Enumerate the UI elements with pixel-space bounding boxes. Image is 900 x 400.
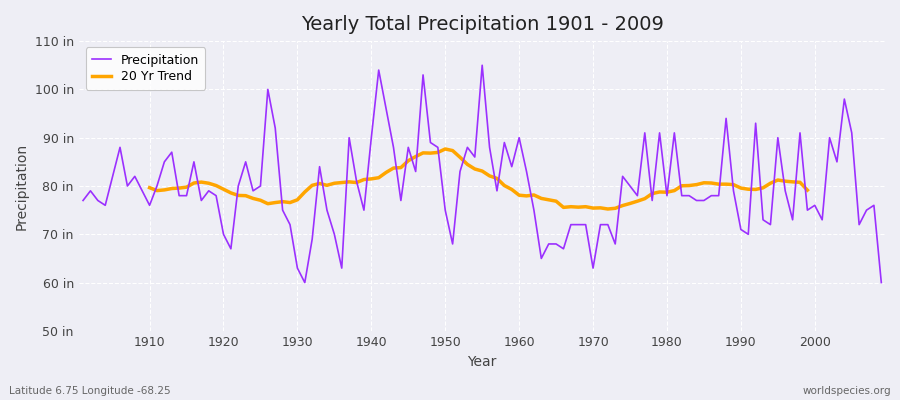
20 Yr Trend — [788, 180, 798, 184]
20 Yr Trend — [144, 185, 155, 190]
Text: worldspecies.org: worldspecies.org — [803, 386, 891, 396]
Line: Precipitation: Precipitation — [83, 65, 881, 282]
Text: Latitude 6.75 Longitude -68.25: Latitude 6.75 Longitude -68.25 — [9, 386, 171, 396]
20 Yr Trend — [802, 188, 813, 192]
20 Yr Trend — [602, 206, 613, 211]
20 Yr Trend — [344, 180, 355, 184]
Precipitation — [477, 63, 488, 68]
Precipitation — [137, 188, 148, 193]
Precipitation — [876, 280, 886, 285]
Precipitation — [77, 198, 88, 203]
Title: Yearly Total Precipitation 1901 - 2009: Yearly Total Precipitation 1901 - 2009 — [301, 15, 663, 34]
20 Yr Trend — [233, 193, 244, 198]
X-axis label: Year: Year — [467, 355, 497, 369]
Precipitation — [307, 237, 318, 242]
Y-axis label: Precipitation: Precipitation — [15, 142, 29, 230]
20 Yr Trend — [440, 146, 451, 151]
Precipitation — [617, 174, 628, 179]
Precipitation — [528, 208, 539, 212]
20 Yr Trend — [706, 181, 716, 186]
20 Yr Trend — [721, 182, 732, 186]
20 Yr Trend — [617, 203, 628, 208]
Legend: Precipitation, 20 Yr Trend: Precipitation, 20 Yr Trend — [86, 47, 205, 90]
Precipitation — [351, 179, 362, 184]
Line: 20 Yr Trend: 20 Yr Trend — [149, 149, 807, 209]
Precipitation — [521, 169, 532, 174]
Precipitation — [300, 280, 310, 285]
